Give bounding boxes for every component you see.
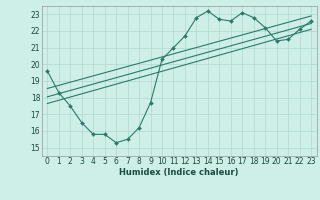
X-axis label: Humidex (Indice chaleur): Humidex (Indice chaleur) — [119, 168, 239, 177]
